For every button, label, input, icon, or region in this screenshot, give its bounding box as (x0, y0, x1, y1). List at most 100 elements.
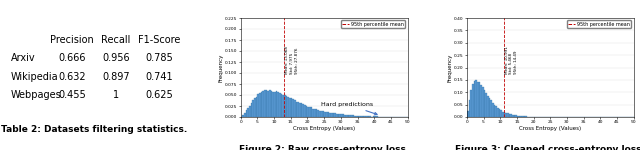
Bar (268, 91, 269, 117)
Bar (329, 113, 331, 117)
Bar (502, 112, 504, 117)
Bar (289, 98, 291, 117)
Bar (493, 105, 495, 117)
Bar (262, 92, 264, 117)
Bar (364, 116, 366, 117)
Bar (306, 106, 307, 117)
Bar (374, 116, 376, 117)
Bar (485, 93, 487, 117)
Bar (279, 93, 281, 117)
Bar (303, 104, 304, 117)
Bar (286, 96, 287, 117)
Bar (307, 107, 309, 117)
Bar (517, 116, 518, 117)
Bar (249, 106, 251, 117)
Bar (505, 113, 507, 117)
Bar (334, 114, 336, 117)
Bar (264, 90, 266, 117)
Bar (510, 114, 512, 117)
Bar (468, 100, 470, 117)
Text: Hard predictions: Hard predictions (321, 102, 377, 115)
Bar (316, 109, 317, 117)
Text: Table 2: Datasets filtering statistics.: Table 2: Datasets filtering statistics. (1, 125, 187, 134)
Bar (321, 111, 323, 117)
Bar (474, 81, 476, 117)
Bar (472, 84, 474, 117)
Bar (500, 110, 502, 117)
Bar (256, 97, 257, 117)
Bar (507, 113, 509, 117)
Bar (351, 115, 353, 117)
Bar (298, 102, 299, 117)
Bar (470, 90, 472, 117)
Bar (353, 115, 354, 117)
Bar (336, 114, 337, 117)
Bar (311, 107, 312, 117)
Bar (487, 96, 488, 117)
Bar (492, 103, 493, 117)
Bar (251, 103, 252, 117)
Bar (261, 92, 262, 117)
X-axis label: Cross Entropy (Values): Cross Entropy (Values) (293, 126, 355, 131)
Bar (333, 113, 334, 117)
Text: Mean: 13.068
Std: 7.975
95th: 27.876: Mean: 13.068 Std: 7.975 95th: 27.876 (285, 46, 299, 74)
Bar (480, 85, 482, 117)
Bar (366, 116, 367, 117)
X-axis label: Cross Entropy (Values): Cross Entropy (Values) (519, 126, 581, 131)
Bar (484, 90, 485, 117)
Bar (499, 109, 500, 117)
Bar (358, 116, 359, 117)
Bar (367, 116, 369, 117)
Bar (356, 116, 358, 117)
Bar (524, 116, 525, 117)
Bar (296, 102, 298, 117)
Bar (342, 114, 344, 117)
Legend: 95th percentile mean: 95th percentile mean (566, 20, 631, 28)
Bar (326, 112, 328, 117)
Bar (314, 109, 316, 117)
Text: Figure 3: Cleaned cross-entropy loss.: Figure 3: Cleaned cross-entropy loss. (455, 145, 640, 150)
Bar (309, 107, 311, 117)
Bar (328, 112, 329, 117)
Bar (479, 82, 480, 117)
Bar (317, 110, 319, 117)
Bar (467, 111, 468, 117)
Bar (269, 90, 271, 117)
Bar (319, 111, 321, 117)
Bar (344, 115, 346, 117)
Bar (476, 80, 477, 117)
Y-axis label: Frequency: Frequency (218, 53, 223, 82)
Bar (488, 98, 490, 117)
Bar (301, 103, 303, 117)
Y-axis label: Frequency: Frequency (447, 53, 452, 82)
Bar (349, 115, 351, 117)
Bar (246, 110, 248, 117)
Bar (274, 92, 276, 117)
Bar (346, 115, 348, 117)
Bar (266, 90, 268, 117)
Bar (257, 94, 259, 117)
Bar (324, 112, 326, 117)
Bar (252, 100, 254, 117)
Bar (504, 112, 505, 117)
Bar (248, 108, 249, 117)
Bar (244, 113, 246, 117)
Bar (299, 103, 301, 117)
Bar (281, 94, 282, 117)
Bar (294, 100, 296, 117)
Legend: 95th percentile mean: 95th percentile mean (340, 20, 405, 28)
Text: Mean: 10.991
Std: 5.468
95th: 14.49: Mean: 10.991 Std: 5.468 95th: 14.49 (505, 46, 518, 74)
Bar (331, 113, 333, 117)
Bar (362, 116, 364, 117)
Bar (287, 97, 289, 117)
Bar (271, 91, 273, 117)
Bar (495, 106, 497, 117)
Bar (304, 105, 306, 117)
Text: Figure 2: Raw cross-entropy loss.: Figure 2: Raw cross-entropy loss. (239, 145, 410, 150)
Bar (282, 95, 284, 117)
Bar (284, 95, 286, 117)
Bar (354, 116, 356, 117)
Bar (520, 116, 522, 117)
Bar (323, 111, 324, 117)
Bar (291, 98, 292, 117)
